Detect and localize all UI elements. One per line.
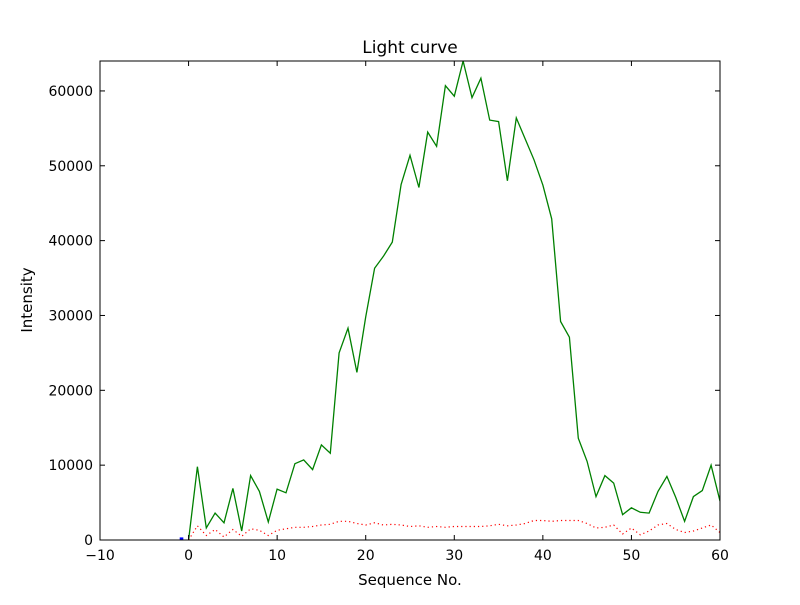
chart-title: Light curve	[362, 38, 457, 58]
y-tick-label-6: 60000	[48, 84, 93, 100]
y-tick-label-1: 10000	[48, 458, 93, 474]
x-tick-label-6: 50	[623, 548, 641, 564]
x-tick-label-2: 10	[268, 548, 286, 564]
x-tick-label-7: 60	[711, 548, 729, 564]
x-axis-label: Sequence No.	[358, 571, 462, 589]
plot-frame	[99, 60, 721, 541]
x-tick-label-4: 30	[445, 548, 463, 564]
y-tick-label-4: 40000	[48, 234, 93, 250]
x-tick-label-0: −10	[85, 548, 115, 564]
series-line-0	[187, 61, 720, 540]
y-axis-label: Intensity	[18, 267, 36, 332]
y-tick-label-0: 0	[84, 533, 93, 549]
y-tick-label-3: 30000	[48, 308, 93, 324]
x-tick-label-5: 40	[534, 548, 552, 564]
y-tick-label-2: 20000	[48, 383, 93, 399]
y-tick-label-5: 50000	[48, 159, 93, 175]
series-layer	[179, 61, 720, 540]
x-tick-label-1: 0	[184, 548, 193, 564]
x-tick-label-3: 20	[357, 548, 375, 564]
tick-layer: −10 0 10 20 30 40 50 60010000200003000040000500…	[48, 61, 729, 564]
